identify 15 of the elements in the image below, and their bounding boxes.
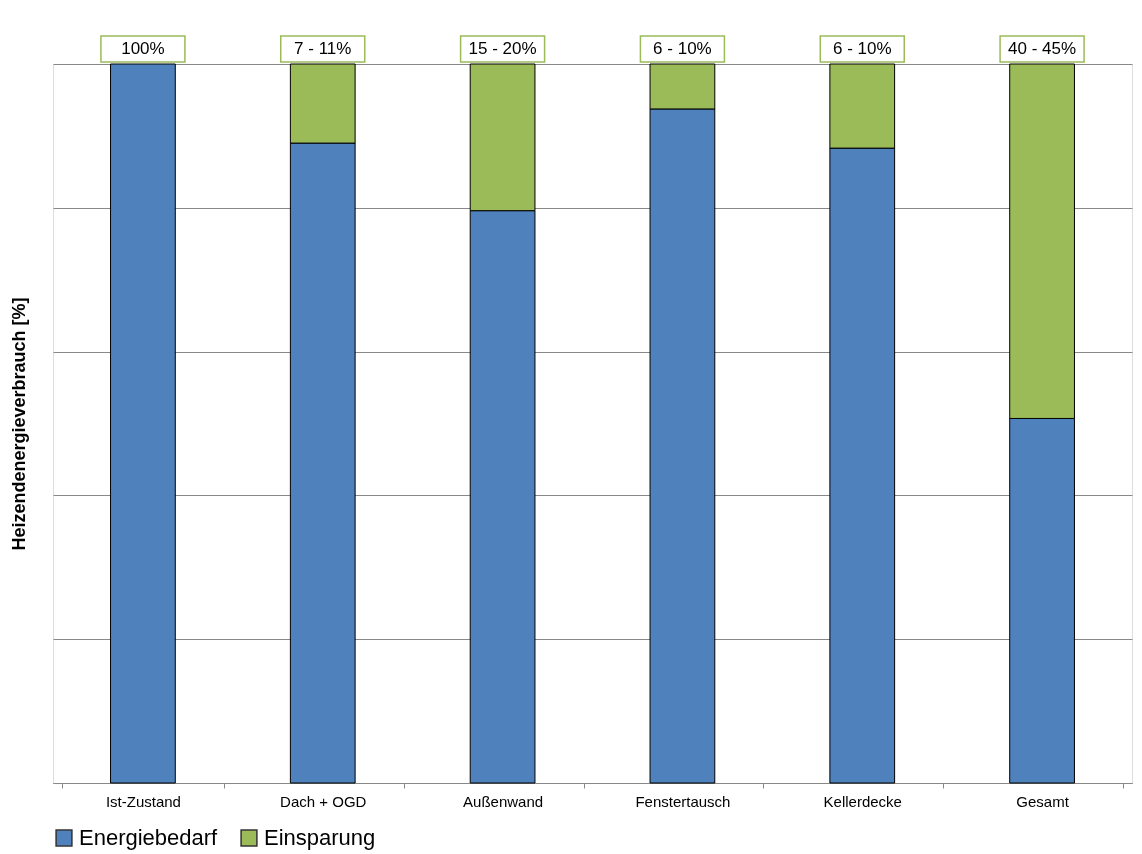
x-tick-label: Fenstertausch [635, 792, 731, 810]
text: 7 - 11% [294, 39, 352, 58]
text: 40 - 45% [1008, 39, 1077, 58]
text: 100% [121, 39, 165, 58]
x-tick-label: Dach + OGD [280, 792, 367, 810]
text: 6 - 10% [832, 39, 892, 58]
text: 6 - 10% [653, 39, 712, 58]
y-axis-title: Heizendenergieverbrauch [%] [8, 297, 29, 551]
x-tick-label: Außenwand [463, 792, 544, 810]
x-tick-label: Ist-Zustand [105, 792, 181, 810]
legend-label: Einsparung [264, 825, 376, 850]
text: 15 - 20% [468, 39, 537, 58]
legend-label: Energiebedarf [79, 825, 219, 850]
x-tick-label: Gesamt [1016, 792, 1070, 810]
x-tick-label: Kellerdecke [823, 792, 902, 810]
